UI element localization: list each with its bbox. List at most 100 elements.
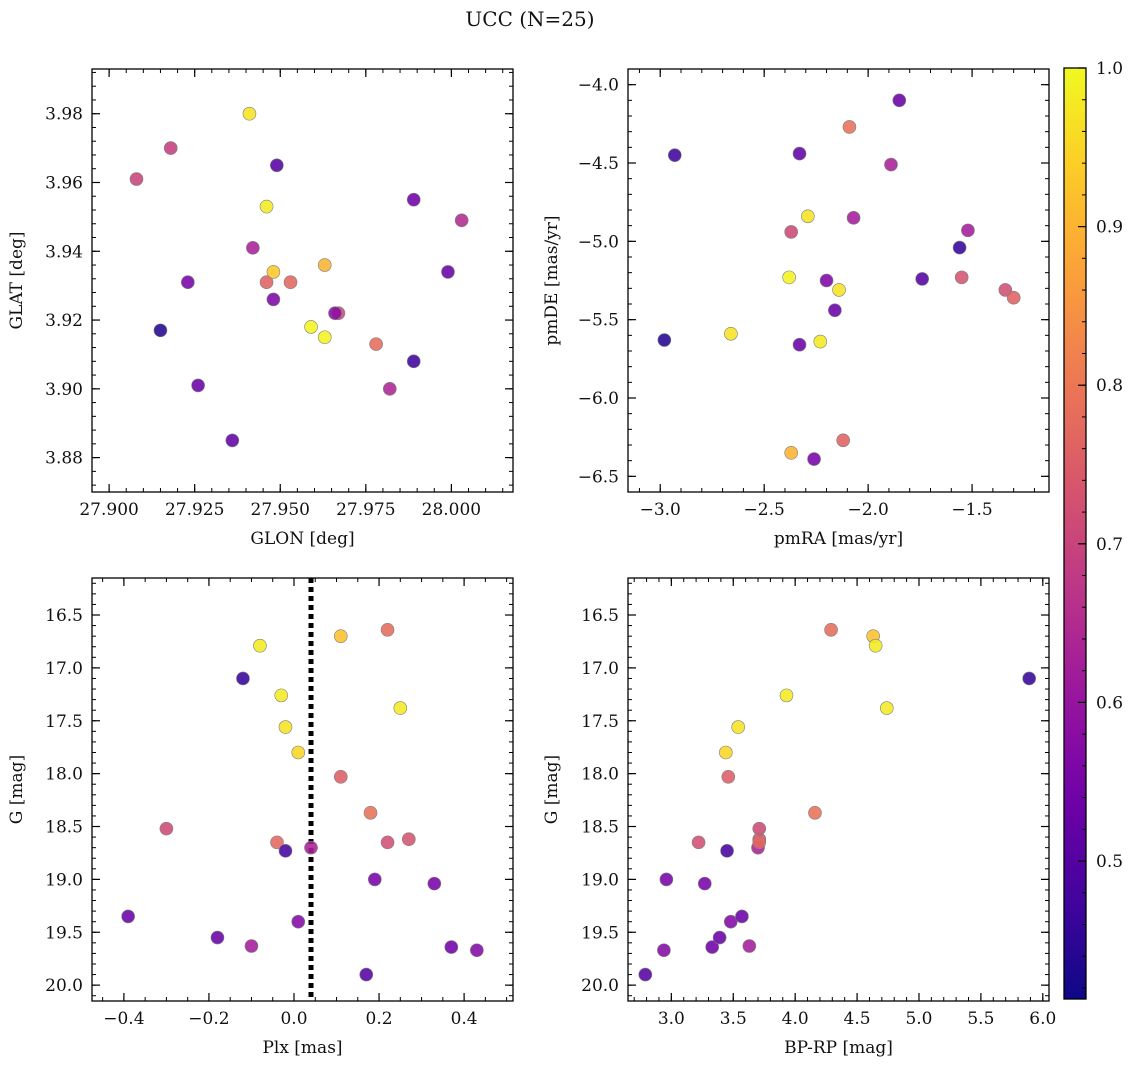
- x-axis-label: Plx [mas]: [262, 1038, 342, 1058]
- x-axis-label: BP-RP [mag]: [784, 1038, 893, 1058]
- x-tick-label: 5.5: [967, 1009, 994, 1029]
- data-point: [242, 106, 257, 121]
- data-point: [735, 909, 749, 924]
- data-point: [1022, 671, 1036, 686]
- data-point: [454, 213, 469, 228]
- colorbar-frame: [1063, 67, 1087, 1000]
- x-tick-label: 0.4: [451, 1009, 478, 1029]
- colorbar-tick-label: 0.5: [1096, 852, 1123, 872]
- data-point: [359, 967, 374, 982]
- data-point: [832, 283, 846, 297]
- data-point: [782, 270, 796, 285]
- colorbar-tick-label: 0.6: [1096, 693, 1123, 713]
- y-tick-label: 17.0: [45, 659, 83, 679]
- y-tick-label: 19.0: [45, 870, 83, 890]
- y-axis-label: pmDE [mas/yr]: [542, 215, 562, 345]
- data-point: [954, 270, 969, 285]
- colorbar: 0.5 0.6 0.7 0.8 0.9 1.0: [1063, 59, 1123, 1000]
- x-tick-label: 27.900: [79, 500, 138, 520]
- data-point: [720, 844, 734, 858]
- y-tick-label: 3.88: [45, 449, 83, 469]
- data-point: [998, 283, 1013, 297]
- y-tick-label: 19.5: [45, 923, 83, 943]
- data-point: [691, 835, 706, 850]
- data-point: [333, 770, 348, 784]
- data-point: [441, 265, 455, 279]
- data-point: [259, 275, 274, 290]
- x-tick-label: 27.925: [165, 500, 224, 520]
- x-tick-label: 6.0: [1029, 1009, 1056, 1029]
- data-point: [712, 930, 727, 945]
- x-tick-label: −2.0: [847, 500, 888, 520]
- data-point: [291, 745, 306, 760]
- colorbar-tick-label: 0.7: [1096, 535, 1123, 555]
- data-point: [274, 688, 289, 703]
- x-axis-label: pmRA [mas/yr]: [774, 529, 903, 549]
- data-point: [824, 623, 838, 637]
- data-point: [181, 275, 195, 290]
- data-point: [236, 671, 250, 686]
- data-point: [380, 835, 395, 850]
- data-point: [270, 158, 284, 173]
- x-tick-label: −0.2: [188, 1009, 229, 1029]
- data-point: [304, 320, 318, 334]
- data-point: [304, 840, 318, 855]
- data-point: [659, 872, 674, 887]
- axes-frame: [91, 577, 514, 1002]
- data-point: [892, 93, 907, 108]
- y-tick-label: 16.5: [581, 606, 619, 626]
- figure-title: UCC (N=25): [465, 7, 594, 31]
- data-point: [382, 382, 397, 396]
- colorbar-tick-label: 0.8: [1096, 376, 1123, 396]
- y-tick-label: 17.5: [45, 712, 83, 732]
- x-tick-label: 28.000: [422, 500, 481, 520]
- data-point: [784, 446, 799, 460]
- x-tick-label: 4.0: [782, 1009, 809, 1029]
- y-tick-label: 18.5: [45, 818, 83, 838]
- x-tick-label: 5.0: [905, 1009, 932, 1029]
- data-point: [638, 967, 653, 982]
- data-point: [363, 805, 378, 820]
- data-point: [470, 943, 484, 958]
- y-tick-label: 17.5: [581, 712, 619, 732]
- x-tick-label: 27.975: [336, 500, 395, 520]
- x-tick-label: 3.0: [658, 1009, 685, 1029]
- y-tick-label: 16.5: [45, 606, 83, 626]
- x-tick-label: −3.0: [640, 500, 681, 520]
- data-point: [915, 272, 929, 286]
- x-tick-label: 3.5: [720, 1009, 747, 1029]
- data-point: [723, 914, 738, 929]
- data-point: [278, 720, 293, 734]
- axes-frame: [627, 68, 1050, 493]
- data-point: [808, 805, 822, 820]
- y-tick-label: −5.0: [578, 232, 619, 252]
- data-point: [828, 303, 842, 318]
- x-tick-label: −0.4: [103, 1009, 144, 1029]
- panel-plx-g: −0.4 −0.2 0.0 0.2 0.4 16.5 17.0 17.5 18.0 18.5 19.…: [7, 577, 514, 1058]
- y-tick-label: 18.0: [581, 765, 619, 785]
- data-point: [819, 273, 834, 288]
- data-point: [129, 172, 144, 186]
- data-point: [253, 638, 267, 653]
- data-point: [1006, 290, 1021, 305]
- data-point: [752, 835, 767, 850]
- y-axis-label: G [mag]: [7, 755, 27, 824]
- y-tick-label: 19.5: [581, 923, 619, 943]
- data-point: [246, 241, 260, 255]
- y-tick-label: 18.5: [581, 818, 619, 838]
- data-point: [697, 876, 712, 891]
- data-point: [705, 940, 720, 954]
- y-tick-label: 3.98: [45, 105, 83, 125]
- y-tick-label: 17.0: [581, 659, 619, 679]
- data-point: [266, 292, 281, 307]
- y-tick-label: −6.0: [578, 389, 619, 409]
- data-point: [884, 157, 898, 172]
- data-point: [317, 330, 332, 345]
- data-point: [842, 120, 857, 134]
- data-point: [657, 943, 671, 958]
- data-point: [163, 141, 178, 155]
- data-point: [406, 354, 421, 369]
- y-tick-label: 3.96: [45, 173, 83, 193]
- data-point: [813, 334, 828, 349]
